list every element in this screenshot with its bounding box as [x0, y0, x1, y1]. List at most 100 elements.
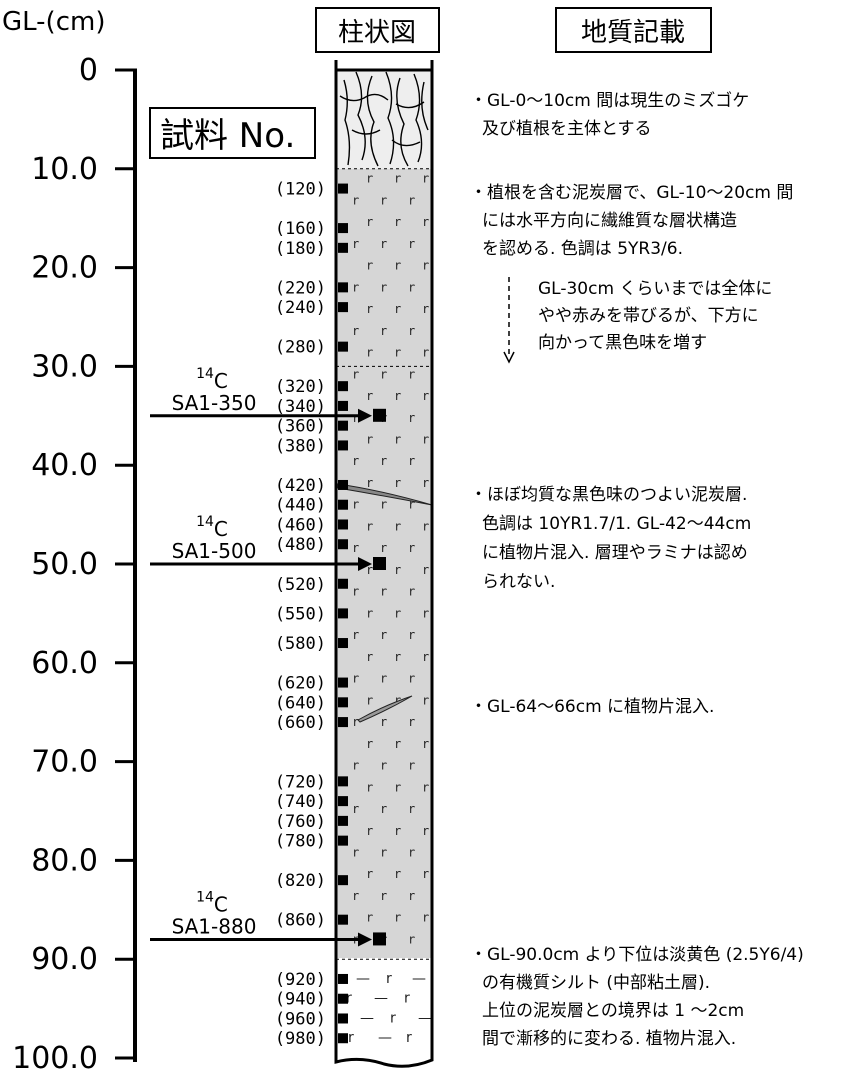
sample-number-box	[149, 107, 316, 159]
peat-mark: r	[422, 346, 429, 360]
depth-label: 0	[79, 53, 98, 88]
c14-arrow-head	[358, 408, 372, 423]
peat-mark: r	[366, 389, 373, 403]
peat-mark: r	[408, 237, 415, 251]
peat-mark: r	[408, 715, 415, 729]
peat-mark: r	[408, 802, 415, 816]
peat-mark: r	[352, 845, 359, 859]
peat-mark: r	[408, 628, 415, 642]
description-line: GL-30cm くらいまでは全体に	[538, 279, 772, 299]
description-line: ・GL-90.0cm より下位は淡黄色 (2.5Y6/4)	[470, 945, 804, 965]
silt-mark: —	[412, 971, 426, 987]
root-line	[395, 101, 425, 109]
root-line	[339, 93, 389, 102]
peat-mark: r	[380, 237, 387, 251]
peat-mark: r	[366, 346, 373, 360]
peat-mark: r	[408, 324, 415, 338]
peat-mark: r	[366, 693, 373, 707]
sample-marker	[338, 479, 348, 490]
sample-marker	[338, 796, 348, 807]
peat-mark: r	[366, 172, 373, 186]
peat-mark: r	[352, 454, 359, 468]
peat-mark: r	[366, 302, 373, 316]
peat-mark: r	[366, 867, 373, 881]
sample-marker	[338, 993, 348, 1004]
description-line: られない.	[482, 572, 555, 592]
sample-marker	[338, 973, 348, 984]
c14-element: C	[214, 369, 228, 393]
peat-mark: r	[422, 519, 429, 533]
sample-marker	[338, 697, 348, 708]
sample-marker	[338, 1033, 348, 1044]
silt-mark: —	[356, 971, 370, 987]
sample-marker	[338, 242, 348, 253]
sample-number-title: 試料 No.	[160, 116, 295, 156]
peat-mark: r	[394, 780, 401, 794]
peat-mark: r	[380, 845, 387, 859]
sample-marker	[338, 499, 348, 510]
sample-label: (920)	[275, 970, 326, 990]
peat-mark: r	[408, 932, 415, 946]
sample-marker	[338, 282, 348, 293]
peat-mark: r	[380, 802, 387, 816]
peat-mark: r	[408, 498, 415, 512]
peat-mark: r	[394, 606, 401, 620]
silt-mark: r	[404, 991, 410, 1007]
column-header-box	[315, 7, 440, 53]
peat-mark: r	[352, 367, 359, 381]
peat-mark: r	[408, 367, 415, 381]
sample-label: (180)	[275, 239, 326, 259]
sample-label: (820)	[275, 871, 326, 891]
peat-mark: r	[380, 541, 387, 555]
c14-sample-square	[373, 932, 386, 946]
sample-label: (460)	[275, 515, 326, 535]
sample-label: (440)	[275, 496, 326, 516]
peat-mark: r	[352, 889, 359, 903]
silt-mark: r	[406, 1030, 412, 1046]
c14-arrow-head	[358, 557, 372, 571]
peat-mark: r	[352, 715, 359, 729]
moss-root-symbols	[339, 71, 429, 167]
peat-mark: r	[408, 585, 415, 599]
peat-mark: r	[408, 280, 415, 294]
peat-mark: r	[380, 715, 387, 729]
peat-mark: r	[366, 519, 373, 533]
depth-label: 60.0	[31, 646, 98, 681]
root-line	[391, 139, 421, 147]
peat-mark: r	[380, 672, 387, 686]
sample-marker	[338, 183, 348, 194]
sample-label: (580)	[275, 634, 326, 654]
c14-element: C	[214, 517, 228, 541]
silt-mark: —	[418, 1010, 432, 1026]
peat-mark: r	[394, 433, 401, 447]
geological-descriptions: ・GL-0〜10cm 間は現生のミズゴケ及び植根を主体とする・植根を含む泥炭層で…	[470, 90, 804, 1049]
sample-marker	[338, 440, 348, 451]
description-line: 及び植根を主体とする	[482, 119, 652, 139]
c14-sample-id: SA1-500	[172, 539, 257, 563]
silt-mark: —	[378, 1030, 392, 1046]
root-line	[396, 77, 409, 167]
silt-mark: r	[346, 991, 352, 1007]
peat-mark: r	[352, 498, 359, 512]
silt-mark: —	[360, 1010, 374, 1026]
description-line: 向かって黒色味を増す	[538, 333, 707, 353]
silt-mark: r	[386, 971, 392, 987]
silt-layer-fill	[336, 958, 432, 1062]
peat-mark: r	[352, 411, 359, 425]
peat-mark: r	[408, 541, 415, 555]
sample-label: (520)	[275, 575, 326, 595]
column-outline	[334, 60, 434, 1068]
sample-label: (380)	[275, 436, 326, 456]
c14-superscript: 14	[196, 366, 214, 382]
sample-marker	[338, 381, 348, 392]
sample-marker	[338, 578, 348, 589]
description-line: の有機質シルト (中部粘土層).	[482, 973, 710, 993]
root-line	[351, 129, 381, 135]
sample-label: (940)	[275, 990, 326, 1010]
c14-label: 14C	[196, 366, 228, 393]
peat-mark: r	[394, 259, 401, 273]
sample-marker	[338, 677, 348, 688]
peat-mark: r	[366, 259, 373, 273]
peat-mark: r	[380, 628, 387, 642]
depth-label: 50.0	[31, 547, 98, 582]
